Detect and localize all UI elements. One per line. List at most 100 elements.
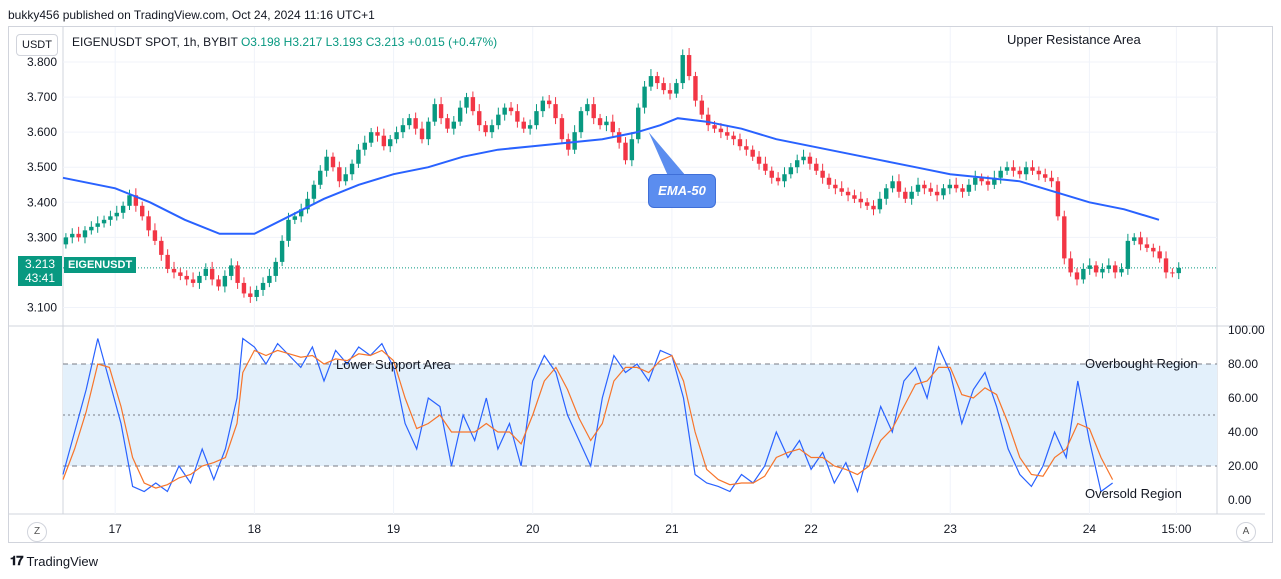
candle-up [915,184,921,192]
candle-up [572,132,577,150]
ema-50-line [62,117,1160,235]
stoch-tick-label: 100.00 [1228,323,1265,337]
candle-down [744,146,749,150]
candle-down [1157,251,1162,259]
candle-down [1030,167,1035,171]
candle-up [629,139,635,161]
candle-down [871,205,876,210]
candle-up [909,191,914,199]
candle-up [343,174,348,182]
candle-down [1049,177,1054,182]
candle-up [1106,265,1111,269]
candle-down [413,118,418,129]
candle-down [667,90,673,94]
candle-down [184,275,189,280]
candle-up [788,167,794,175]
candle-up [1023,167,1029,175]
candle-down [190,279,196,283]
price-tick-label: 3.800 [27,55,57,69]
stoch-tick-label: 20.00 [1228,459,1258,473]
candle-down [171,268,177,273]
candle-down [566,139,571,150]
candle-down [1043,174,1048,178]
candle-up [680,55,685,84]
zoom-reset-button[interactable]: Z [27,522,47,542]
bar-countdown: 43:41 [24,271,56,285]
candle-down [241,282,247,294]
candle-up [585,104,590,112]
candle-down [235,265,240,283]
candle-down [209,268,215,280]
candle-up [782,174,787,182]
candle-up [356,149,361,164]
chart-frame [8,26,1273,543]
candle-up [222,275,228,287]
currency-button[interactable]: USDT [16,34,58,56]
candle-down [845,191,851,196]
candle-down [1062,216,1067,259]
stoch-tick-label: 60.00 [1228,391,1258,405]
candle-down [546,100,552,105]
candle-up [1100,268,1105,273]
candle-down [165,254,170,269]
candle-down [477,111,482,126]
candle-up [273,261,278,276]
candle-up [305,198,310,210]
candle-down [922,184,927,189]
candle-up [890,181,895,189]
last-price-tag: 3.213 43:41 [18,256,62,286]
candle-up [966,184,972,192]
tradingview-brand[interactable]: 𝟏𝟕 TradingView [10,553,98,569]
candle-up [457,107,463,122]
last-price: 3.213 [24,257,56,271]
candle-down [655,76,660,84]
price-tick-label: 3.600 [27,125,57,139]
candle-down [661,83,666,91]
candle-down [1036,170,1042,175]
candle-up [197,275,202,283]
auto-scale-button[interactable]: A [1236,522,1256,542]
candle-up [254,289,259,297]
brand-name: TradingView [26,553,99,569]
candle-down [559,118,565,140]
candle-up [496,114,501,126]
candle-up [642,86,647,108]
price-tick-label: 3.500 [27,160,57,174]
candle-up [362,142,367,150]
candle-up [95,223,100,227]
candle-down [705,114,711,126]
candle-up [292,216,298,220]
candle-up [992,177,997,185]
candle-down [718,128,724,133]
candle-down [419,128,425,140]
candle-up [407,118,412,126]
candle-up [260,282,266,290]
candle-down [985,181,991,185]
lower-support-label: Lower Support Area [336,357,451,372]
candle-down [178,272,183,276]
candle-up [298,209,304,217]
candle-up [941,188,946,196]
candle-down [623,142,628,161]
candle-down [1068,258,1073,273]
candle-up [1081,268,1086,280]
candle-up [267,275,272,283]
price-tick-label: 3.100 [27,300,57,314]
candle-up [108,216,113,220]
candle-down [725,132,730,136]
candle-down [330,156,336,168]
candle-up [101,219,107,224]
candle-up [947,184,953,189]
candle-up [388,139,393,147]
x-tick-label: 23 [944,522,958,536]
candle-up [648,76,654,87]
candle-down [515,111,520,122]
candle-down [248,293,253,297]
candle-down [381,135,387,147]
ema-label-pointer [648,132,686,176]
candle-down [133,195,139,206]
x-tick-label: 19 [387,522,401,536]
candle-down [76,233,81,238]
candle-down [553,104,558,119]
